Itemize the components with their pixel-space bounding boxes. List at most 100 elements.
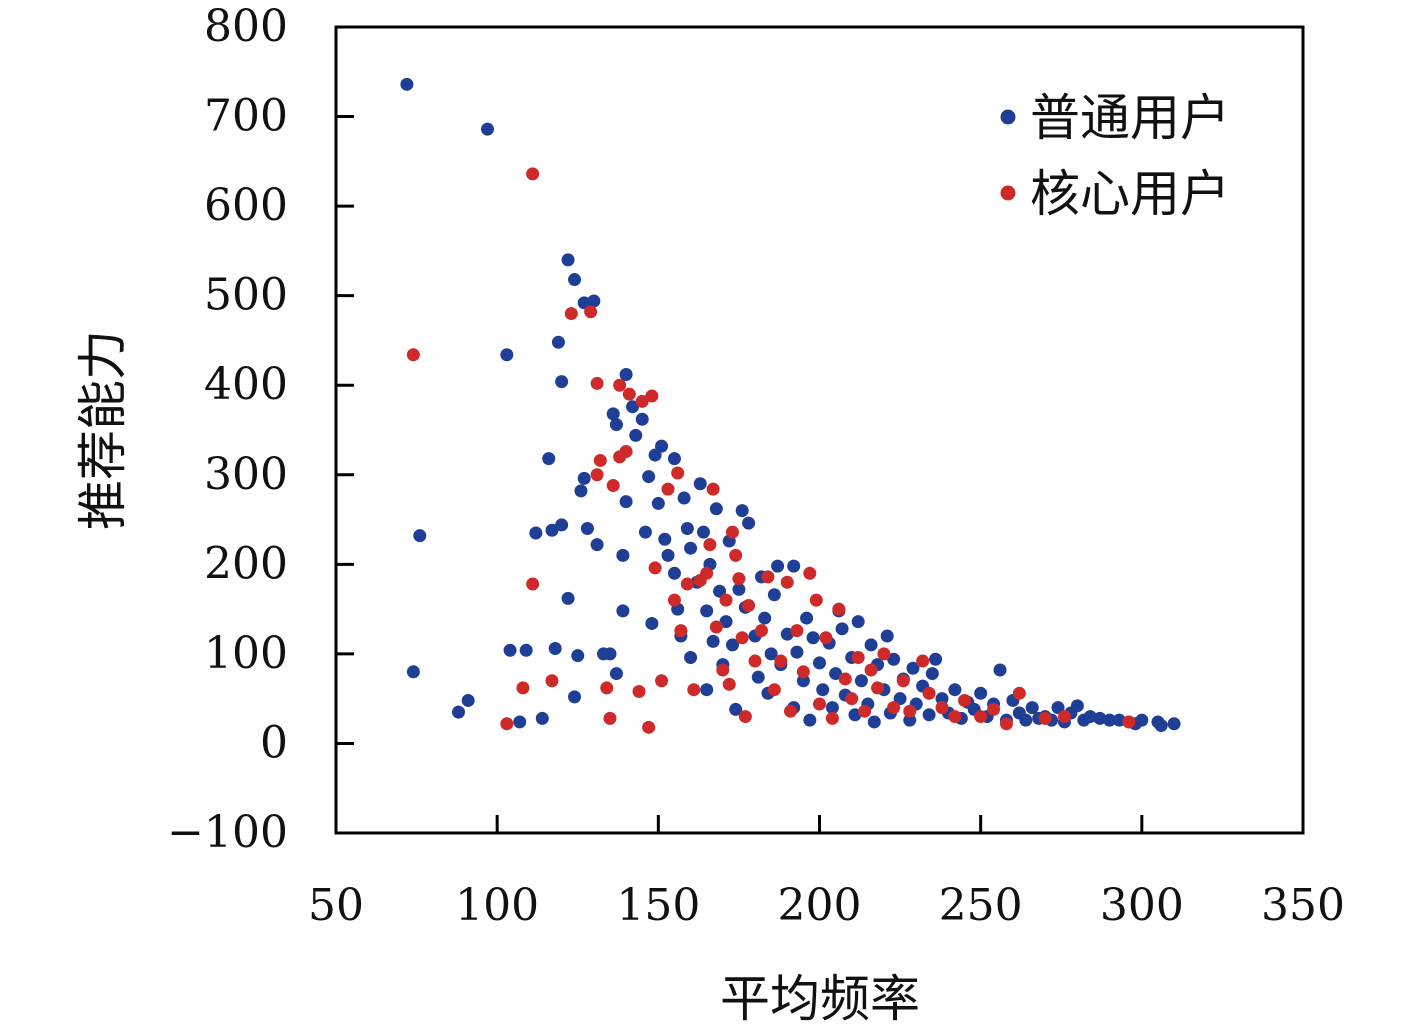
core-user-point	[680, 577, 694, 591]
core-user-point	[783, 704, 797, 718]
regular-user-point	[568, 273, 582, 287]
regular-user-point	[645, 616, 659, 630]
core-user-point	[1038, 711, 1052, 725]
regular-user-point	[580, 522, 594, 536]
regular-user-point	[513, 715, 527, 729]
core-user-point	[735, 631, 749, 645]
core-user-point	[619, 444, 633, 458]
regular-user-point	[555, 375, 569, 389]
regular-user-point	[519, 643, 533, 657]
regular-user-point	[887, 652, 901, 666]
x-tick-label: 50	[308, 880, 364, 931]
regular-user-point	[535, 711, 549, 725]
core-user-point	[709, 620, 723, 634]
core-user-point	[987, 702, 1001, 716]
regular-user-point	[638, 525, 652, 539]
regular-user-point	[719, 615, 733, 629]
points-layer	[400, 77, 1181, 734]
core-user-point	[903, 704, 917, 718]
x-tick-label: 350	[1261, 880, 1345, 931]
regular-user-point	[764, 647, 778, 661]
core-user-point	[600, 681, 614, 695]
regular-user-point	[658, 532, 672, 546]
core-user-point	[526, 577, 540, 591]
core-user-point	[545, 674, 559, 688]
core-user-point	[671, 466, 685, 480]
regular-user-point	[684, 541, 698, 555]
core-user-point	[719, 593, 733, 607]
regular-user-point	[1051, 701, 1065, 715]
y-tick-label: −100	[167, 807, 288, 858]
regular-user-point	[713, 584, 727, 598]
regular-user-point	[548, 642, 562, 656]
core-user-point	[974, 710, 988, 724]
core-user-point	[703, 538, 717, 552]
core-user-point	[632, 685, 646, 699]
y-tick-label: 800	[204, 1, 288, 52]
regular-user-point	[880, 629, 894, 643]
regular-user-point	[655, 439, 669, 453]
regular-user-point	[577, 296, 591, 310]
regular-user-point	[606, 407, 620, 421]
core-user-point	[622, 387, 636, 401]
core-user-point	[655, 674, 669, 688]
regular-user-point	[574, 484, 588, 498]
regular-user-point	[1083, 710, 1097, 724]
regular-user-point	[903, 713, 917, 727]
regular-user-point	[684, 650, 698, 664]
legend-label: 普通用户	[1030, 89, 1230, 147]
regular-user-point	[609, 418, 623, 432]
regular-user-point	[1154, 719, 1168, 733]
core-user-point	[613, 378, 627, 392]
core-user-point	[725, 525, 739, 539]
core-user-point	[584, 305, 598, 319]
y-tick-label: 200	[204, 538, 288, 589]
regular-user-point	[700, 683, 714, 697]
regular-user-point	[568, 690, 582, 704]
core-user-point	[916, 654, 930, 668]
core-user-point	[825, 711, 839, 725]
core-user-point	[674, 624, 688, 638]
regular-user-point	[758, 611, 772, 625]
core-user-point	[667, 593, 681, 607]
regular-user-point	[1070, 699, 1084, 713]
core-user-point	[635, 394, 649, 408]
regular-user-point	[555, 518, 569, 532]
core-user-point	[958, 693, 972, 707]
core-user-point	[590, 376, 604, 390]
core-user-point	[877, 647, 891, 661]
regular-user-point	[503, 643, 517, 657]
regular-user-point	[803, 713, 817, 727]
regular-user-point	[732, 582, 746, 596]
core-user-point	[819, 631, 833, 645]
core-user-point	[742, 599, 756, 613]
x-axis-title: 平均频率	[720, 970, 920, 1028]
y-tick-label: 400	[204, 359, 288, 410]
core-user-point	[661, 482, 675, 496]
regular-user-point	[735, 504, 749, 518]
core-user-point	[887, 701, 901, 715]
regular-user-point	[480, 122, 494, 136]
regular-user-point	[451, 705, 465, 719]
regular-user-point	[616, 604, 630, 618]
regular-user-point	[616, 548, 630, 562]
regular-user-point	[693, 477, 707, 491]
regular-user-point	[667, 452, 681, 466]
regular-user-point	[635, 412, 649, 426]
x-tick-label: 300	[1100, 880, 1184, 931]
x-tick-label: 200	[778, 880, 862, 931]
regular-user-point	[1103, 713, 1117, 727]
regular-user-point	[642, 470, 656, 484]
regular-user-point	[406, 665, 420, 679]
regular-user-point	[696, 525, 710, 539]
regular-user-point	[816, 683, 830, 697]
core-user-point	[706, 482, 720, 496]
core-user-point	[603, 711, 617, 725]
core-user-point	[935, 701, 949, 715]
core-user-point	[999, 717, 1013, 731]
regular-user-point	[935, 692, 949, 706]
regular-user-point	[619, 367, 633, 381]
legend-label: 核心用户	[1030, 165, 1230, 223]
regular-user-point	[725, 638, 739, 652]
